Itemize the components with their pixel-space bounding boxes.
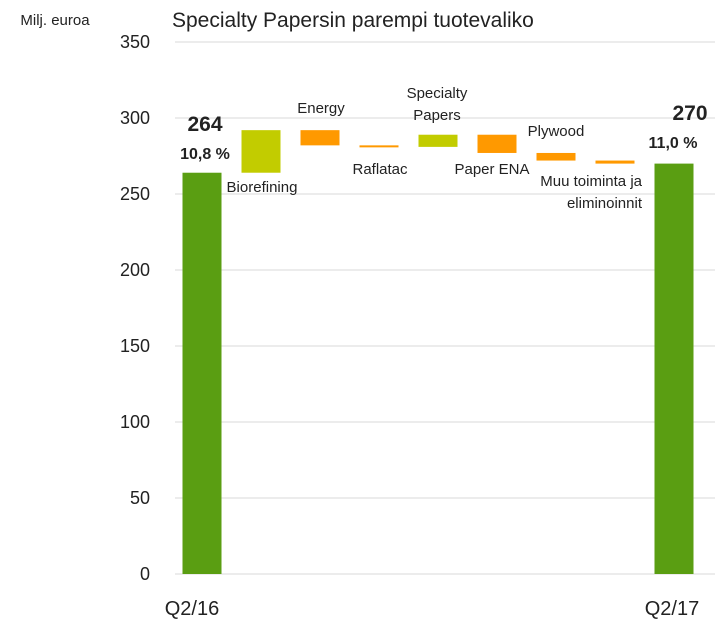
y-tick-label: 0 <box>139 564 150 584</box>
bar <box>359 145 399 148</box>
bar <box>418 134 458 147</box>
bar <box>654 163 694 574</box>
category-label: Specialty Papers <box>406 85 468 124</box>
value-label: 270 <box>672 102 708 125</box>
category-label: Paper ENA <box>454 161 530 178</box>
y-axis-label: Milj. euroa <box>20 12 90 29</box>
y-tick-label: 50 <box>129 488 150 508</box>
y-tick-label: 150 <box>119 336 150 356</box>
annotation: 11,0 % <box>648 135 698 152</box>
y-tick-label: 200 <box>119 260 150 280</box>
bar <box>182 172 222 574</box>
chart-title: Specialty Papersin parempi tuotevaliko <box>172 9 534 32</box>
category-label: Raflatac <box>352 161 408 178</box>
category-label: Q2/17 <box>644 598 700 620</box>
y-tick-label: 350 <box>119 32 150 52</box>
bar <box>241 130 281 173</box>
bar <box>595 160 635 164</box>
category-label: Biorefining <box>226 179 298 196</box>
bar <box>536 152 576 161</box>
y-tick-label: 250 <box>119 184 150 204</box>
category-label: Energy <box>297 100 345 117</box>
y-tick-label: 300 <box>119 108 150 128</box>
category-label: Plywood <box>527 123 585 140</box>
bar <box>300 130 340 146</box>
y-tick-label: 100 <box>119 412 150 432</box>
category-label: Muu toiminta ja eliminoinnit <box>540 173 642 212</box>
category-label: Q2/16 <box>164 598 220 620</box>
bar <box>477 134 517 153</box>
value-label: 264 <box>187 113 223 136</box>
annotation: 10,8 % <box>180 146 230 163</box>
